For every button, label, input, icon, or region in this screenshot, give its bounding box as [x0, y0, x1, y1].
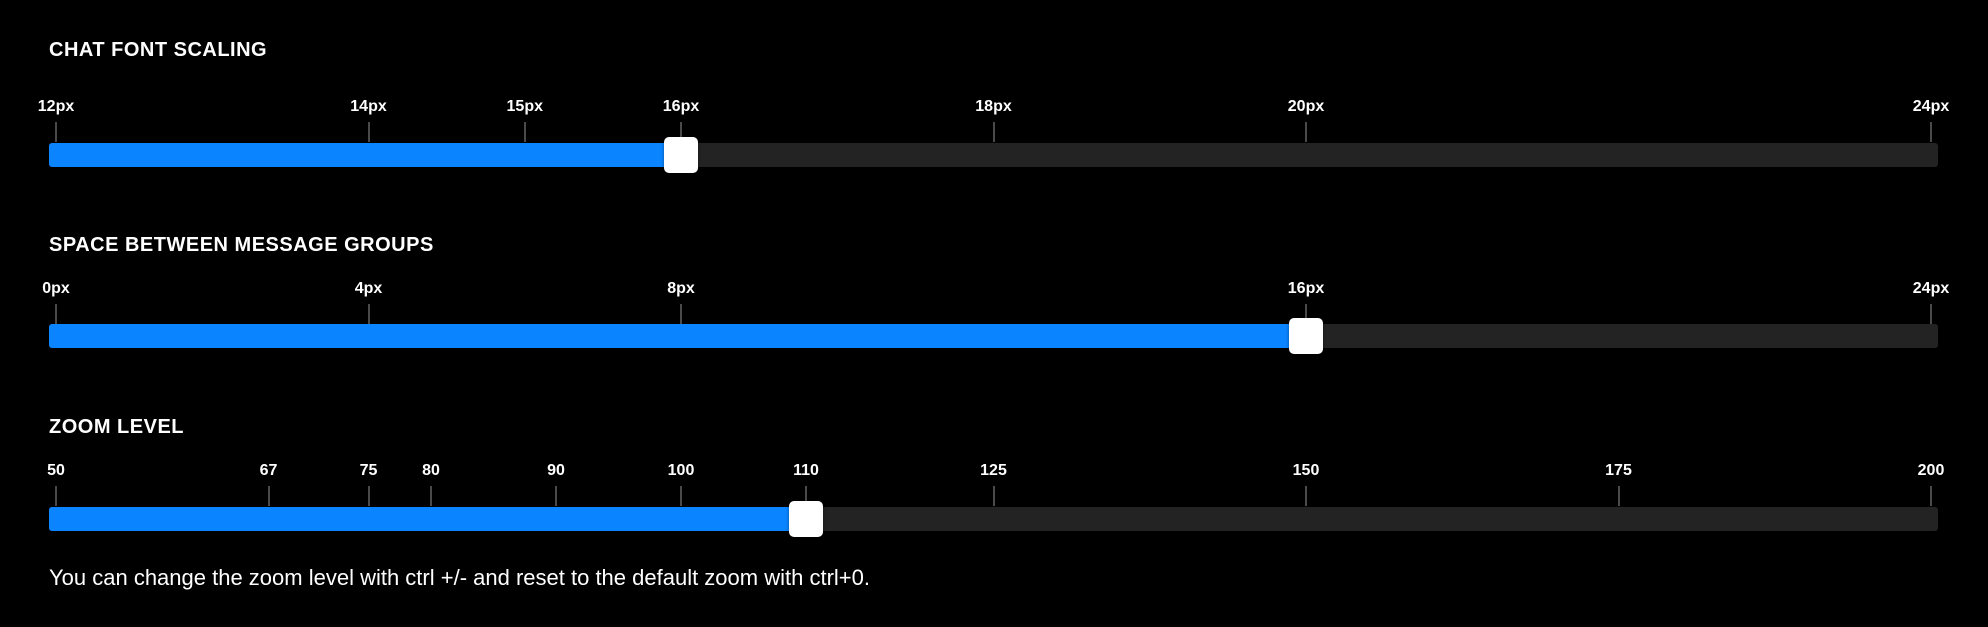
tick-mark [430, 486, 432, 506]
tick-mark [55, 486, 57, 506]
tick-mark [267, 486, 270, 506]
tick-label: 67 [259, 462, 278, 479]
tick-label: 125 [980, 462, 1007, 479]
tick-label: 150 [1292, 462, 1320, 479]
tick-label: 100 [667, 462, 695, 479]
tick-mark [367, 304, 370, 324]
tick-label: 8px [667, 280, 695, 297]
tick-label: 4px [354, 280, 383, 297]
space-between-message-groups-title: SPACE BETWEEN MESSAGE GROUPS [49, 234, 434, 256]
tick-label: 200 [1917, 462, 1945, 479]
zoom-level-title: ZOOM LEVEL [49, 416, 184, 438]
tick-label: 110 [793, 462, 819, 479]
tick-mark [680, 122, 682, 142]
tick-label: 24px [1912, 280, 1950, 297]
tick-label: 16px [662, 98, 700, 115]
tick-mark [1930, 122, 1932, 142]
tick-label: 15px [506, 98, 543, 115]
tick-mark [680, 304, 682, 324]
tick-mark [1930, 486, 1932, 506]
slider-thumb[interactable] [789, 501, 823, 537]
tick-label: 12px [37, 98, 75, 115]
tick-mark [805, 486, 807, 506]
tick-mark [1305, 122, 1307, 142]
slider-track[interactable] [49, 507, 1938, 531]
zoom-shortcut-note: You can change the zoom level with ctrl … [49, 565, 870, 590]
tick-mark [55, 304, 57, 324]
tick-mark [555, 486, 557, 506]
tick-label: 80 [422, 462, 440, 479]
tick-mark [992, 486, 995, 506]
tick-mark [1305, 486, 1307, 506]
tick-label: 90 [547, 462, 565, 479]
tick-mark [367, 486, 370, 506]
tick-label: 24px [1912, 98, 1950, 115]
slider-track[interactable] [49, 143, 1938, 167]
tick-mark [55, 122, 57, 142]
chat-font-scaling-title: CHAT FONT SCALING [49, 39, 268, 61]
slider-track[interactable] [49, 324, 1938, 348]
tick-mark [992, 122, 995, 142]
slider-fill [49, 143, 681, 167]
slider-fill [49, 507, 806, 531]
tick-label: 0px [42, 280, 70, 297]
tick-label: 20px [1287, 98, 1325, 115]
tick-mark [1617, 486, 1620, 506]
tick-mark [1930, 304, 1932, 324]
tick-label: 14px [350, 98, 387, 115]
tick-label: 50 [47, 462, 65, 479]
tick-mark [523, 122, 526, 142]
tick-label: 175 [1605, 462, 1632, 479]
tick-mark [367, 122, 370, 142]
tick-mark [680, 486, 682, 506]
tick-label: 16px [1287, 280, 1325, 297]
tick-label: 75 [359, 462, 378, 479]
slider-thumb[interactable] [1289, 318, 1323, 354]
slider-fill [49, 324, 1306, 348]
tick-mark [1305, 304, 1307, 324]
slider-thumb[interactable] [664, 137, 698, 173]
tick-label: 18px [975, 98, 1012, 115]
